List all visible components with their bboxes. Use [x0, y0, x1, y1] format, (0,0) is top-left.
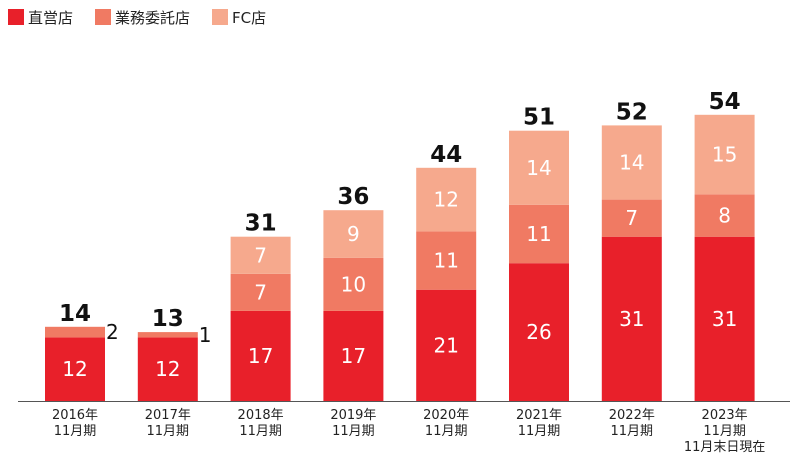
bar-segment-3-2018年: [230, 236, 291, 274]
bar-segment-2-2021年: [509, 204, 569, 264]
x-tick-label: 2019年: [330, 408, 376, 423]
legend-label-outsourced: 業務委託店: [115, 8, 191, 27]
bar-segment-1-2018年: [230, 310, 291, 401]
bar-segment-3-2021年: [509, 130, 569, 205]
x-tick-label: 2017年: [145, 408, 191, 423]
bar-segment-2-2023年: [694, 194, 755, 237]
bar-segment-2-2019年: [323, 257, 384, 311]
total-label: 36: [337, 184, 369, 210]
total-label: 14: [59, 301, 91, 327]
segment-value-label: 12: [433, 188, 458, 212]
segment-value-label: 14: [619, 151, 644, 175]
x-tick-label: 11月期: [332, 424, 375, 439]
x-tick-label: 11月期: [518, 424, 561, 439]
legend-item-outsourced: 業務委託店: [95, 7, 190, 28]
segment-value-label: 12: [155, 357, 180, 381]
legend-item-fc: FC店: [212, 7, 266, 28]
x-tick-label: 2023年: [702, 408, 748, 423]
total-label: 52: [616, 99, 648, 125]
total-label: 31: [245, 211, 277, 237]
bar-segment-2-2016年: [45, 326, 105, 338]
x-tick-label: 11月期: [703, 424, 746, 439]
bar-segment-3-2022年: [601, 125, 662, 200]
bar-segment-3-2020年: [416, 167, 477, 232]
segment-value-label: 17: [341, 344, 366, 368]
segment-value-label: 10: [341, 272, 366, 296]
segment-value-label: 11: [433, 249, 458, 273]
segment-value-label: 12: [62, 357, 87, 381]
bar-segment-1-2023年: [694, 236, 755, 401]
legend: 直営店 業務委託店 FC店: [8, 4, 288, 30]
x-tick-label: 2016年: [52, 408, 98, 423]
legend-swatch-outsourced: [95, 9, 112, 25]
bar-segment-2-2018年: [230, 273, 291, 311]
x-tick-label: 2022年: [609, 408, 655, 423]
segment-value-label: 14: [526, 156, 551, 180]
bar-segment-3-2019年: [323, 210, 384, 258]
legend-label-fc: FC店: [232, 8, 267, 27]
segment-value-label: 17: [248, 344, 273, 368]
segment-value-label: 7: [625, 206, 638, 230]
total-label: 51: [523, 105, 555, 131]
bar-segment-3-2023年: [694, 114, 755, 195]
segment-value-label: 31: [712, 307, 737, 331]
bar-segment-2-2017年: [137, 332, 198, 338]
segment-value-label: 8: [718, 204, 731, 228]
total-label: 54: [709, 89, 741, 115]
x-tick-label: 2020年: [423, 408, 469, 423]
x-tick-label: 11月末日現在: [684, 440, 766, 455]
legend-label-direct: 直営店: [28, 8, 74, 27]
legend-swatch-fc: [212, 9, 229, 25]
legend-item-direct: 直営店: [8, 7, 73, 28]
x-tick-label: 11月期: [147, 424, 190, 439]
total-label: 44: [430, 142, 462, 168]
x-tick-label: 2021年: [516, 408, 562, 423]
bar-segment-2-2020年: [416, 231, 477, 290]
bar-segment-1-2019年: [323, 310, 384, 401]
segment-value-label: 11: [526, 222, 551, 246]
segment-value-label: 7: [254, 280, 267, 304]
segment-value-label: 7: [254, 243, 267, 267]
segment-value-label: 9: [347, 222, 360, 246]
bar-segment-1-2020年: [416, 289, 477, 401]
bar-segment-1-2021年: [509, 263, 569, 401]
total-label: 13: [152, 306, 184, 332]
x-tick-label: 2018年: [238, 408, 284, 423]
x-tick-label: 11月期: [239, 424, 282, 439]
bar-segment-1-2017年: [137, 337, 198, 401]
segment-value-label: 15: [712, 143, 737, 167]
bar-segment-1-2016年: [45, 337, 105, 401]
segment-value-label: 21: [433, 333, 458, 357]
segment-value-label-outside: 2: [106, 320, 119, 344]
segment-value-label: 26: [526, 320, 551, 344]
x-tick-label: 11月期: [611, 424, 654, 439]
bar-segment-1-2022年: [601, 236, 662, 401]
segment-value-label: 31: [619, 307, 644, 331]
legend-swatch-direct: [8, 9, 24, 25]
x-tick-label: 11月期: [54, 424, 97, 439]
x-tick-label: 11月期: [425, 424, 468, 439]
bar-segment-2-2022年: [601, 199, 662, 237]
segment-value-label-outside: 1: [199, 323, 212, 347]
